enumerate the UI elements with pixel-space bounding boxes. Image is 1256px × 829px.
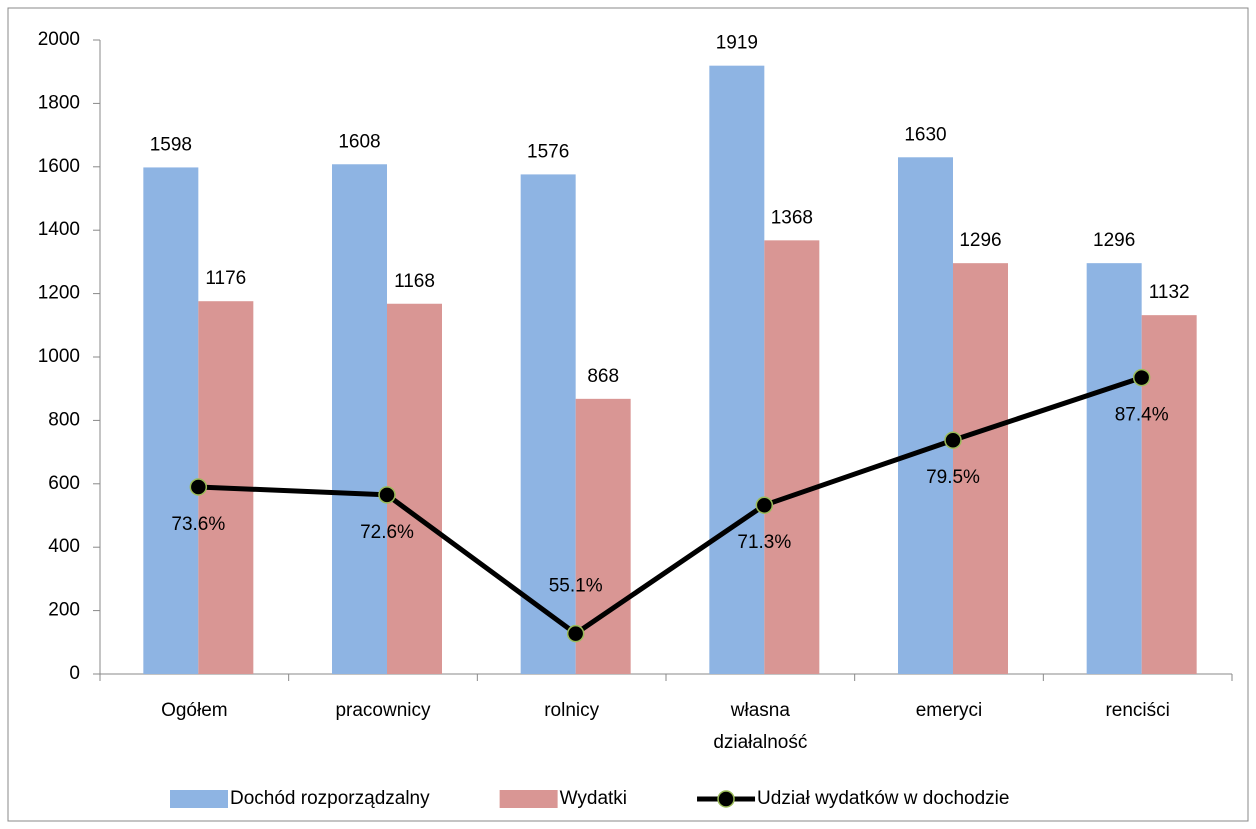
bar-value-label: 1176 [205, 268, 246, 289]
line-marker [944, 431, 962, 449]
bar-value-label: 1168 [394, 271, 435, 292]
line-marker [378, 486, 396, 504]
bar-value-label: 1296 [959, 230, 1001, 251]
y-tick-label: 1200 [38, 283, 80, 304]
line-value-label: 79.5% [926, 467, 980, 488]
bar-value-label: 1608 [338, 131, 380, 152]
bar-value-label: 868 [587, 366, 619, 387]
y-tick-label: 1400 [38, 219, 80, 240]
y-tick-label: 200 [48, 600, 80, 621]
bar-value-label: 1598 [150, 134, 192, 155]
legend-swatch [170, 790, 228, 808]
legend-label: Udział wydatków w dochodzie [757, 788, 1009, 809]
x-tick-label: Ogółem [161, 700, 228, 721]
bar-value-label: 1576 [527, 141, 569, 162]
bar-value-label: 1919 [716, 33, 758, 54]
x-tick-label: emeryci [915, 700, 983, 721]
bar-value-label: 1368 [771, 207, 813, 228]
line-value-label: 55.1% [549, 576, 603, 597]
legend-marker [717, 790, 735, 808]
y-tick-label: 2000 [38, 29, 80, 50]
line [198, 375, 1143, 637]
line-value-label: 87.4% [1115, 405, 1169, 426]
y-tick-label: 0 [69, 663, 80, 684]
bar [709, 65, 765, 674]
line-marker [755, 496, 774, 514]
x-tick-label: rolnicy [544, 700, 600, 721]
bar [387, 303, 442, 674]
bar [764, 240, 820, 674]
x-tick-label: renciści [1105, 700, 1170, 721]
line-value-label: 73.6% [171, 514, 225, 535]
line-marker [189, 478, 208, 496]
bar [332, 164, 387, 675]
bar-value-label: 1132 [1149, 282, 1190, 303]
y-tick-label: 400 [48, 536, 80, 557]
line-value-label: 71.3% [737, 532, 791, 553]
bar [1141, 315, 1197, 674]
line-marker [1132, 368, 1151, 387]
bar-value-label: 1630 [904, 124, 946, 145]
bar [143, 167, 199, 674]
line-value-label: 72.6% [360, 522, 414, 543]
x-tick-label: własna działalność [713, 700, 808, 753]
x-tick-label: pracownicy [335, 700, 431, 721]
bar-value-label: 1296 [1093, 230, 1135, 251]
y-tick-label: 800 [48, 409, 80, 430]
bar [898, 157, 953, 675]
legend-label: Dochód rozporządzalny [230, 788, 430, 809]
y-tick-label: 1600 [38, 156, 80, 177]
bar [520, 174, 576, 674]
y-tick-label: 1000 [38, 346, 80, 367]
legend-swatch [499, 790, 558, 808]
y-tick-label: 1800 [38, 92, 80, 113]
bar [1086, 263, 1142, 674]
bar [953, 263, 1008, 674]
legend-label: Wydatki [560, 788, 627, 809]
line-marker [566, 624, 585, 643]
y-tick-label: 600 [48, 473, 80, 494]
